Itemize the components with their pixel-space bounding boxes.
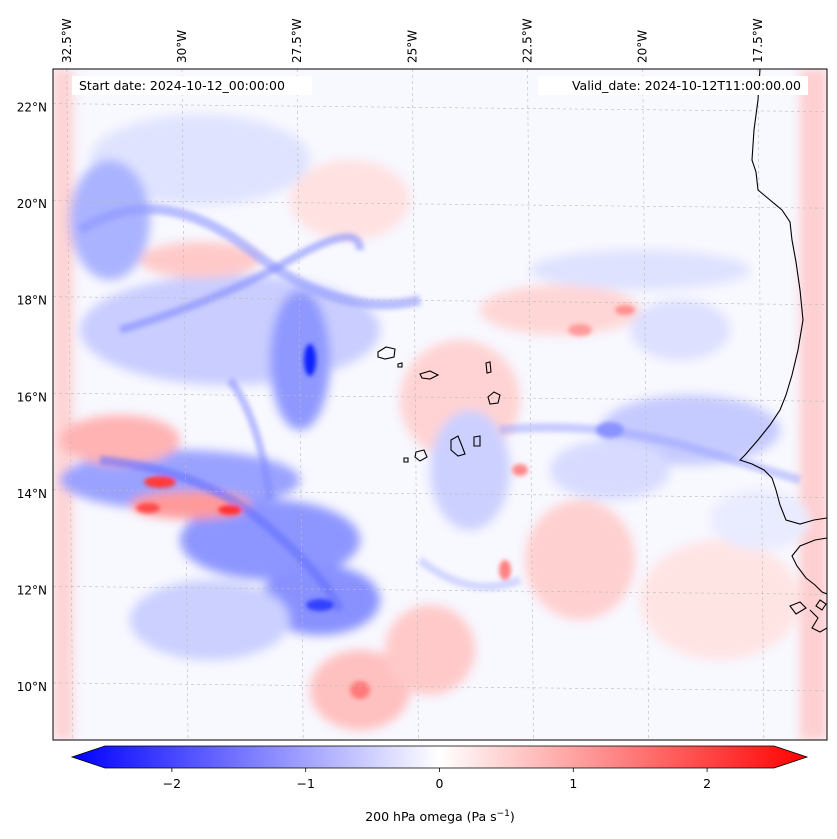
latitude-label: 14°N	[17, 487, 47, 501]
longitude-label: 22.5°W	[521, 18, 535, 63]
colorbar: −2 −1 0 1 2 200 hPa omega (Pa s−1)	[70, 745, 809, 824]
colorbar-outline	[70, 745, 809, 769]
coastline-africa	[738, 69, 827, 525]
longitude-label: 25°W	[405, 30, 419, 63]
colorbar-tick-label: 2	[703, 776, 711, 791]
start-date-label: Start date: 2024-10-12_00:00:00	[79, 78, 285, 93]
meridian-line	[181, 69, 189, 740]
island-santo-antao	[377, 346, 396, 360]
map-gridlines	[53, 69, 827, 740]
omega-field-detail	[77, 204, 802, 699]
colorbar-ramp	[72, 746, 807, 768]
island-santiago	[450, 435, 466, 457]
meridian-line	[66, 69, 74, 740]
island-sao-vicente	[397, 362, 403, 368]
meridian-line	[642, 69, 650, 740]
colorbar-tick-label: 0	[436, 776, 444, 791]
colorbar-label: 200 hPa omega (Pa s−1)	[365, 809, 515, 824]
meridian-line	[412, 69, 419, 740]
map-panel: Start date: 2024-10-12_00:00:00 Valid_da…	[17, 18, 828, 741]
coastline-guinea	[791, 537, 827, 633]
meridian-line	[296, 69, 304, 740]
coastline	[377, 69, 827, 633]
latitude-label: 20°N	[17, 197, 47, 211]
latitude-label: 12°N	[17, 583, 47, 597]
colorbar-tick-label: 1	[569, 776, 577, 791]
valid-date-label: Valid_date: 2024-10-12T11:00:00.00	[572, 78, 801, 93]
island-brava	[403, 457, 409, 463]
latitude-label: 22°N	[17, 101, 47, 115]
island-sao-nicolau	[419, 370, 440, 380]
meridian-line	[757, 69, 765, 740]
longitude-label: 20°W	[636, 30, 650, 63]
latitude-label: 10°N	[17, 680, 47, 694]
longitude-label: 17.5°W	[751, 18, 765, 63]
longitude-label: 32.5°W	[60, 18, 74, 63]
latitude-label: 16°N	[17, 390, 47, 404]
colorbar-ticks: −2 −1 0 1 2	[163, 768, 711, 791]
longitude-label: 27.5°W	[290, 18, 304, 63]
colorbar-tick-label: −1	[296, 776, 314, 791]
colorbar-tick-label: −2	[163, 776, 181, 791]
island-sal	[485, 361, 492, 374]
coastline-bijagos	[789, 599, 827, 615]
island-maio	[473, 435, 481, 447]
longitude-label: 30°W	[175, 30, 189, 63]
island-fogo	[414, 449, 428, 462]
longitude-labels: 32.5°W 30°W 27.5°W 25°W 22.5°W 20°W 17.5°W	[60, 18, 765, 63]
meridian-line	[527, 69, 534, 740]
latitude-label: 18°N	[17, 294, 47, 308]
latitude-labels: 22°N 20°N 18°N 16°N 14°N 12°N 10°N	[17, 101, 47, 694]
island-boa-vista	[487, 391, 501, 405]
